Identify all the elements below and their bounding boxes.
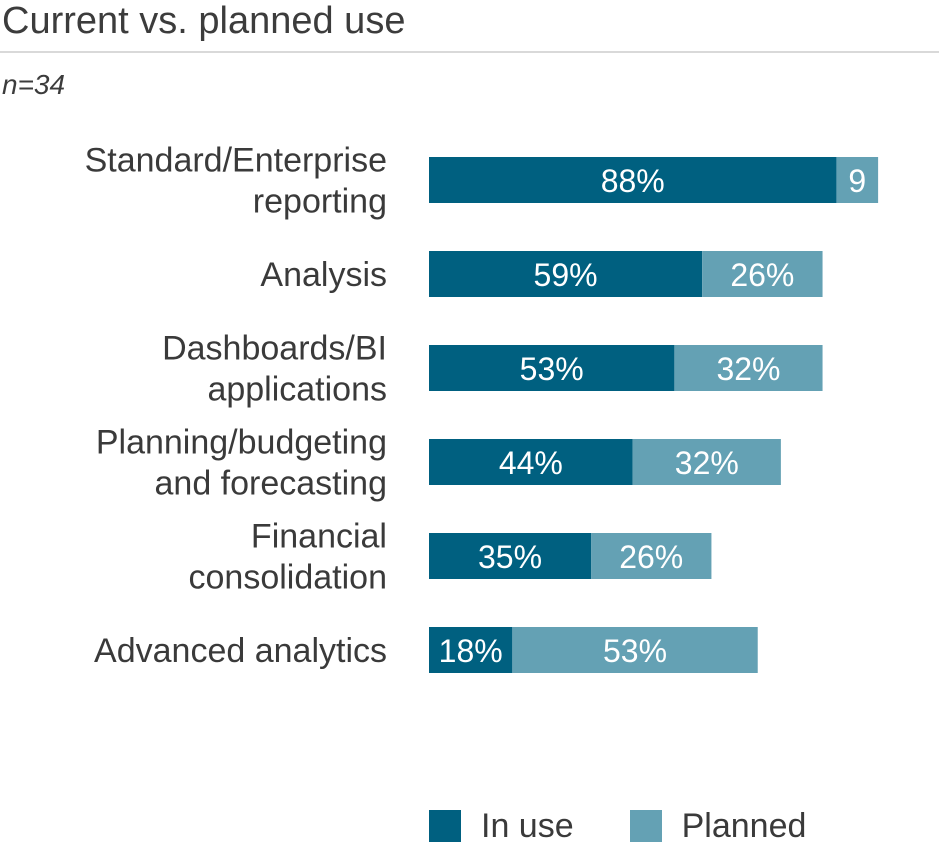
bar-planned [674, 345, 823, 391]
sample-size-note: n=34 [2, 69, 66, 100]
category-label: Dashboards/BI applications [162, 330, 387, 409]
category-label: Analysis [260, 256, 387, 294]
category-label: Standard/Enterprise reporting [85, 142, 387, 221]
chart-legend: In use Planned [429, 804, 862, 848]
bar-planned [591, 533, 712, 579]
data-label-in-use: 18% [439, 633, 503, 669]
data-label-in-use: 59% [534, 257, 598, 293]
bar-in-use [429, 345, 675, 391]
legend-swatch-planned [629, 810, 662, 842]
category-label: Planning/budgeting and forecasting [96, 424, 387, 503]
bar-planned [836, 157, 879, 203]
data-label-planned: 26% [619, 539, 683, 575]
data-label-planned: 32% [675, 445, 739, 481]
bar-in-use [429, 157, 837, 203]
stacked-bar-chart: Standard/Enterprise reporting 88% 9 Analysis… [85, 142, 879, 673]
bar-in-use [429, 627, 513, 673]
data-label-in-use: 35% [478, 539, 542, 575]
legend-swatch-in-use [429, 810, 461, 842]
category-label: Financial consolidation [189, 518, 387, 597]
bar-planned [512, 627, 758, 673]
bar-in-use [429, 533, 592, 579]
legend-label-planned: Planned [681, 806, 807, 845]
bar-in-use [429, 439, 633, 485]
bar-planned [632, 439, 781, 485]
legend-item-planned: Planned [629, 806, 807, 846]
data-label-planned: 9 [848, 163, 866, 199]
data-label-planned: 32% [716, 351, 780, 387]
chart-title: Current vs. planned use [2, 0, 406, 42]
legend-item-in-use: In use [429, 807, 574, 846]
data-label-planned: 53% [603, 633, 667, 669]
data-label-in-use: 44% [499, 445, 563, 481]
data-label-in-use: 53% [520, 351, 584, 387]
data-label-planned: 26% [730, 257, 794, 293]
data-label-in-use: 88% [601, 163, 665, 199]
bar-planned [702, 251, 823, 297]
title-divider [0, 51, 939, 53]
category-label: Advanced analytics [94, 632, 387, 670]
bar-in-use [429, 251, 703, 297]
legend-label-in-use: In use [481, 806, 574, 845]
